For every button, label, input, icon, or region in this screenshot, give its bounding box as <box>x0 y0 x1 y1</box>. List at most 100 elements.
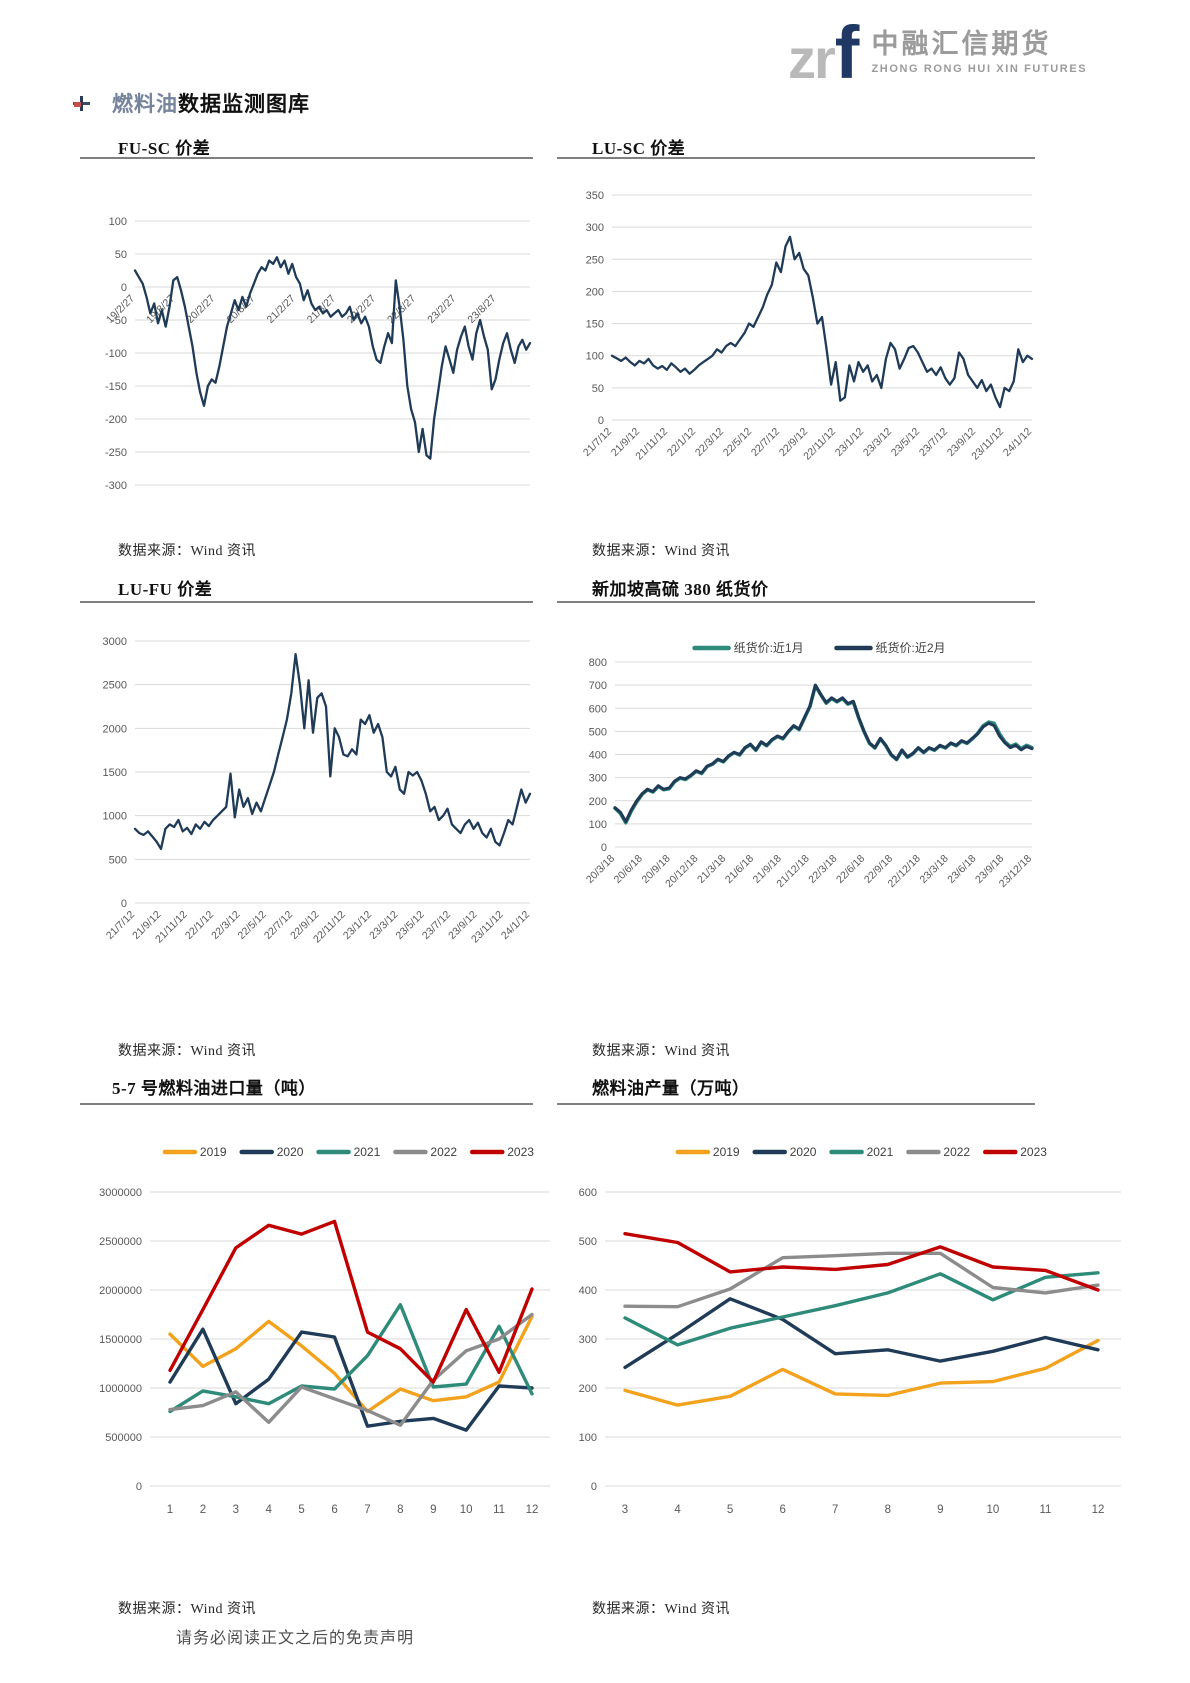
svg-text:2021: 2021 <box>354 1145 381 1159</box>
svg-text:0: 0 <box>121 282 127 294</box>
svg-text:22/3/18: 22/3/18 <box>806 853 839 886</box>
svg-text:纸货价:近1月: 纸货价:近1月 <box>734 640 804 655</box>
logo-company-name-en: ZHONG RONG HUI XIN FUTURES <box>871 62 1088 75</box>
svg-text:2022: 2022 <box>943 1145 970 1159</box>
svg-text:5: 5 <box>727 1504 733 1516</box>
svg-text:2020: 2020 <box>277 1145 304 1159</box>
svg-text:12: 12 <box>526 1504 539 1516</box>
svg-text:23/1/12: 23/1/12 <box>341 909 374 942</box>
svg-text:2022: 2022 <box>430 1145 457 1159</box>
svg-text:100: 100 <box>109 216 127 228</box>
svg-text:3: 3 <box>233 1504 239 1516</box>
logo-zrf-wordmark: zr f <box>788 16 859 90</box>
svg-text:10: 10 <box>986 1504 999 1516</box>
svg-text:0: 0 <box>598 415 604 427</box>
svg-text:600: 600 <box>579 1187 597 1199</box>
svg-text:0: 0 <box>601 842 607 854</box>
svg-text:100: 100 <box>589 819 607 831</box>
svg-text:1: 1 <box>167 1504 173 1516</box>
svg-text:-100: -100 <box>105 348 127 360</box>
svg-text:22/7/12: 22/7/12 <box>749 426 782 459</box>
svg-text:6: 6 <box>779 1504 785 1516</box>
svg-text:400: 400 <box>589 750 607 762</box>
logo-zr-letters: zr <box>788 27 836 90</box>
svg-text:0: 0 <box>121 898 127 910</box>
svg-text:22/1/12: 22/1/12 <box>665 426 698 459</box>
svg-text:23/7/12: 23/7/12 <box>917 426 950 459</box>
svg-text:3: 3 <box>622 1504 628 1516</box>
svg-text:21/2/27: 21/2/27 <box>265 293 298 326</box>
svg-text:400: 400 <box>579 1285 597 1297</box>
svg-text:22/3/12: 22/3/12 <box>209 909 242 942</box>
chart-imports-canvas: 3000000 2500000 2000000 1500000 1000000 50000… <box>85 1115 557 1540</box>
disclaimer-footer: 请务必阅读正文之后的免责声明 <box>176 1630 415 1647</box>
svg-text:20/6/18: 20/6/18 <box>612 853 645 886</box>
chart-production-canvas: 600 500 400 300 200 100 0 3 4 5 6 7 8 9 10 11 12 2019 2020… <box>557 1115 1137 1540</box>
logo-f-letter: f <box>834 11 860 94</box>
svg-text:350: 350 <box>586 190 604 202</box>
svg-text:1500000: 1500000 <box>99 1334 142 1346</box>
svg-text:200: 200 <box>579 1383 597 1395</box>
svg-text:2500000: 2500000 <box>99 1236 142 1248</box>
page-title-highlight: 燃料油 <box>112 92 178 116</box>
svg-text:-150: -150 <box>105 381 127 393</box>
svg-text:23/3/18: 23/3/18 <box>917 853 950 886</box>
svg-text:0: 0 <box>591 1481 597 1493</box>
svg-text:23/3/12: 23/3/12 <box>861 426 894 459</box>
svg-text:-250: -250 <box>105 447 127 459</box>
svg-text:22/6/18: 22/6/18 <box>834 853 867 886</box>
svg-text:21/7/12: 21/7/12 <box>581 426 614 459</box>
svg-text:5: 5 <box>298 1504 304 1516</box>
svg-text:200: 200 <box>589 796 607 808</box>
svg-text:7: 7 <box>364 1504 370 1516</box>
svg-text:2021: 2021 <box>867 1145 894 1159</box>
svg-text:600: 600 <box>589 703 607 715</box>
chart-title-lu-fu: LU-FU 价差 <box>118 580 213 599</box>
svg-text:12: 12 <box>1092 1504 1105 1516</box>
svg-text:22/3/12: 22/3/12 <box>693 426 726 459</box>
data-source-label: 数据来源：Wind 资讯 <box>118 1602 257 1617</box>
separator-line <box>557 157 1035 159</box>
svg-text:23/5/12: 23/5/12 <box>889 426 922 459</box>
svg-text:22/5/12: 22/5/12 <box>236 909 269 942</box>
svg-text:22/7/12: 22/7/12 <box>262 909 295 942</box>
data-source-label: 数据来源：Wind 资讯 <box>592 1044 731 1059</box>
logo-company-name-cn: 中融汇信期货 <box>871 29 1052 59</box>
svg-text:700: 700 <box>589 680 607 692</box>
svg-text:21/3/18: 21/3/18 <box>695 853 728 886</box>
svg-text:50: 50 <box>115 249 127 261</box>
svg-text:0: 0 <box>136 1481 142 1493</box>
svg-text:8: 8 <box>885 1504 891 1516</box>
svg-text:22/1/12: 22/1/12 <box>183 909 216 942</box>
svg-text:20/3/18: 20/3/18 <box>584 853 617 886</box>
chart-title-production: 燃料油产量（万吨） <box>592 1079 750 1098</box>
svg-text:3000000: 3000000 <box>99 1187 142 1199</box>
separator-line <box>557 1103 1035 1105</box>
svg-text:100: 100 <box>579 1432 597 1444</box>
svg-text:100: 100 <box>586 351 604 363</box>
company-logo: zr f 中融汇信期货 ZHONG RONG HUI XIN FUTURES <box>788 16 1087 90</box>
svg-text:4: 4 <box>266 1504 273 1516</box>
svg-text:23/1/12: 23/1/12 <box>833 426 866 459</box>
svg-text:2500: 2500 <box>103 680 127 692</box>
logo-names: 中融汇信期货 ZHONG RONG HUI XIN FUTURES <box>871 29 1088 75</box>
svg-text:8: 8 <box>397 1504 403 1516</box>
svg-text:21/7/12: 21/7/12 <box>104 909 137 942</box>
svg-text:23/7/12: 23/7/12 <box>420 909 453 942</box>
data-source-label: 数据来源：Wind 资讯 <box>118 1044 257 1059</box>
page-title: 燃料油数据监测图库 <box>112 88 310 118</box>
svg-text:9: 9 <box>937 1504 943 1516</box>
svg-text:23/2/27: 23/2/27 <box>425 293 458 326</box>
svg-text:300: 300 <box>586 222 604 234</box>
svg-text:24/1/12: 24/1/12 <box>499 909 532 942</box>
data-source-label: 数据来源：Wind 资讯 <box>592 544 731 559</box>
svg-text:11: 11 <box>493 1504 505 1516</box>
svg-text:22/5/12: 22/5/12 <box>721 426 754 459</box>
svg-text:11: 11 <box>1039 1504 1051 1516</box>
svg-text:21/6/18: 21/6/18 <box>723 853 756 886</box>
svg-text:500000: 500000 <box>105 1432 142 1444</box>
svg-text:1500: 1500 <box>103 767 127 779</box>
svg-text:500: 500 <box>109 854 127 866</box>
svg-text:2019: 2019 <box>713 1145 740 1159</box>
svg-text:2: 2 <box>200 1504 206 1516</box>
